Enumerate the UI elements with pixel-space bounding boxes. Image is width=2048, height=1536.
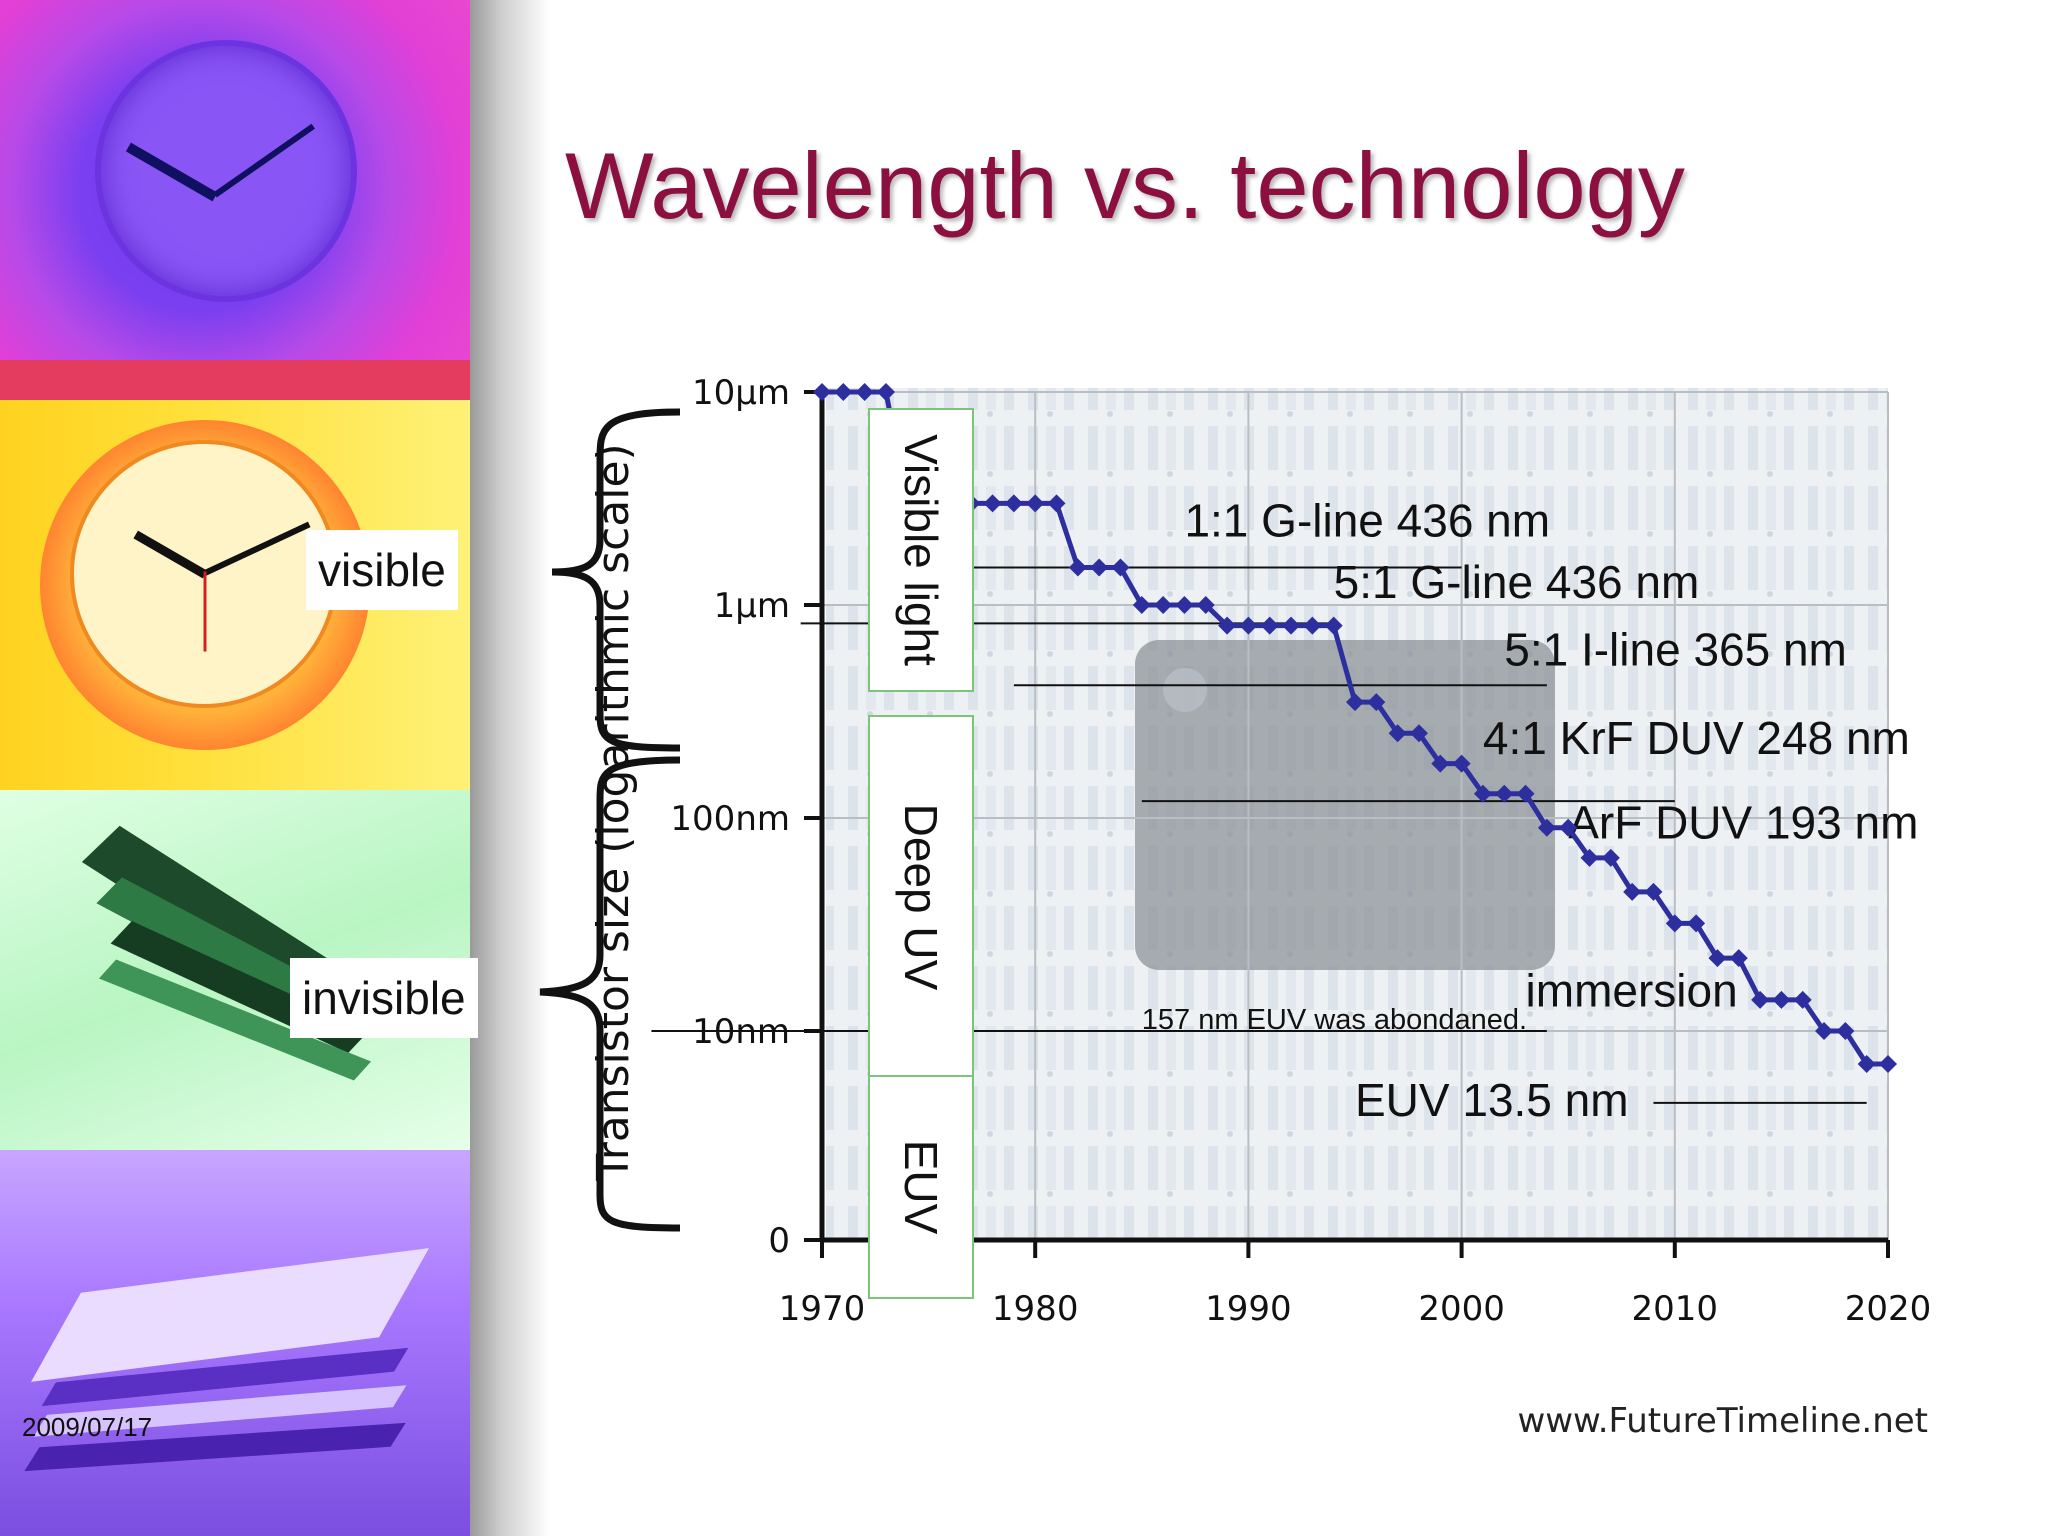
annotation-label: 157 nm EUV was abondaned.: [1142, 1004, 1527, 1036]
slide-title: Wavelength vs. technology: [565, 133, 1685, 238]
data-point: [1068, 558, 1087, 577]
decorative-image-strip: [0, 0, 480, 1536]
invisible-bracket: [539, 756, 681, 1232]
data-point: [1516, 784, 1535, 803]
reference-lines: 1:1 G-line 436 nm 5:1 G-line 436 nm 5:1 I-…: [651, 494, 1918, 1126]
y-tick-label: 100nm: [670, 799, 790, 839]
data-point: [1815, 1022, 1834, 1040]
data-point: [1346, 693, 1364, 712]
data-point: [1729, 949, 1748, 968]
data-point: [1431, 754, 1450, 773]
data-point: [1047, 494, 1066, 513]
data-point: [1623, 882, 1642, 901]
data-point: [1260, 616, 1279, 635]
band-visible-light-label: Visible light: [895, 434, 947, 666]
annotation-label: EUV 13.5 nm: [1355, 1074, 1629, 1126]
data-point: [1239, 616, 1258, 635]
y-tick-label: 10µm: [692, 373, 790, 413]
invisible-label: invisible: [290, 958, 478, 1038]
data-point: [1559, 818, 1578, 837]
band-deep-uv: Deep UV: [868, 715, 974, 1079]
data-point: [1537, 818, 1556, 837]
x-tick-label: 2020: [1845, 1289, 1932, 1329]
y-tick-label: 1µm: [714, 586, 790, 626]
band-euv: EUV: [868, 1075, 974, 1299]
purple-clock-image: [0, 0, 480, 400]
data-point: [1303, 616, 1322, 635]
band-euv-label: EUV: [895, 1139, 947, 1235]
data-point: [876, 383, 895, 401]
y-tick-label: 0: [768, 1221, 790, 1261]
strip-shadow: [470, 0, 550, 1536]
visible-label: visible: [306, 530, 458, 610]
data-point: [1601, 848, 1620, 867]
data-point: [855, 383, 874, 401]
y-axis-label: Transistor size (logarithmic scale): [588, 443, 639, 1181]
data-point: [1772, 990, 1791, 1009]
data-point: [1644, 882, 1663, 901]
y-tick-label: 10nm: [692, 1012, 790, 1052]
data-point: [1218, 616, 1237, 635]
data-point: [1004, 494, 1023, 513]
data-point: [1388, 724, 1407, 743]
grid: [822, 391, 1889, 1240]
brackets: [539, 408, 681, 1232]
annotation-label: 5:1 I-line 365 nm: [1504, 623, 1847, 675]
data-point: [1282, 616, 1301, 635]
data-point: [813, 383, 831, 401]
data-point: [1836, 1022, 1855, 1040]
data-point: [834, 383, 853, 401]
data-point: [1708, 949, 1727, 968]
data-point: [1090, 558, 1109, 577]
x-tick-label: 1990: [1205, 1289, 1292, 1329]
data-point: [1367, 693, 1386, 712]
data-point: [1409, 724, 1428, 743]
visible-bracket: [551, 408, 681, 752]
data-point: [1196, 596, 1215, 614]
x-tick-label: 2010: [1632, 1289, 1719, 1329]
series-markers: [813, 383, 1897, 1073]
annotation-label: 4:1 KrF DUV 248 nm: [1483, 712, 1910, 764]
data-point: [1175, 596, 1194, 614]
data-point: [1857, 1054, 1876, 1073]
annotation-label: ArF DUV 193 nm: [1568, 797, 1918, 849]
annotation-label: immersion: [1526, 965, 1738, 1017]
band-deep-uv-label: Deep UV: [895, 803, 947, 991]
data-point: [1665, 914, 1684, 933]
band-visible-light: Visible light: [868, 408, 974, 692]
data-point: [1154, 596, 1173, 614]
purple-books-image: [0, 1150, 480, 1536]
annotation-label: 5:1 G-line 436 nm: [1334, 556, 1700, 608]
y-tick-labels: 10µm 1µm 100nm 10nm 0: [670, 373, 790, 1261]
data-point: [1793, 990, 1812, 1009]
data-point: [1473, 784, 1492, 803]
x-tick-label: 1970: [779, 1289, 866, 1329]
data-point: [1879, 1054, 1897, 1073]
x-tick-label: 2000: [1418, 1289, 1505, 1329]
chip-image: [1135, 640, 1555, 970]
data-point: [1132, 596, 1151, 614]
source-credit: www.FutureTimeline.net: [1517, 1401, 1928, 1441]
data-point: [1687, 914, 1706, 933]
x-tick-label: 1980: [992, 1289, 1079, 1329]
slide-date: 2009/07/17: [22, 1412, 153, 1442]
data-point: [1026, 494, 1045, 513]
data-point: [1324, 616, 1343, 635]
data-point: [1751, 990, 1770, 1009]
data-point: [983, 494, 1002, 513]
data-point: [1495, 784, 1514, 803]
data-point: [1580, 848, 1599, 867]
annotation-label: 1:1 G-line 436 nm: [1184, 494, 1550, 546]
data-point: [1111, 558, 1130, 577]
x-tick-labels: 1970 1980 1990 2000 2010 2020: [779, 1289, 1932, 1329]
data-point: [1452, 754, 1471, 773]
